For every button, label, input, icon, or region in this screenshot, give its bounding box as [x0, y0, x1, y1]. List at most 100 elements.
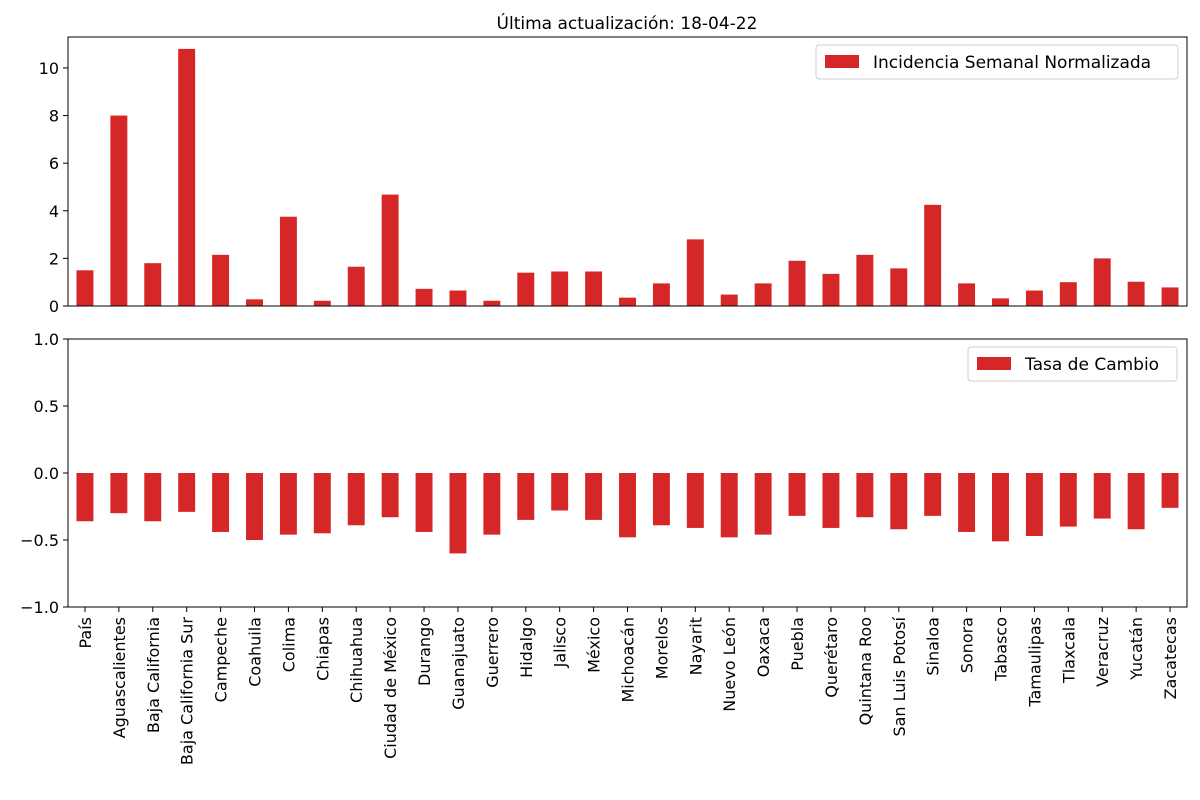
x-axis: País Aguascalientes Baja California Baja Ca… — [76, 607, 1180, 765]
top-bar — [551, 271, 569, 306]
top-bar — [1093, 258, 1111, 306]
top-bar — [76, 270, 94, 306]
bottom-bar — [686, 473, 704, 528]
x-tick-label: Durango — [415, 617, 434, 686]
top-bar — [720, 294, 738, 306]
bottom-legend-swatch — [977, 357, 1011, 370]
bottom-bar — [313, 473, 331, 534]
top-plot-frame — [67, 36, 1188, 307]
top-bar — [110, 115, 128, 306]
bottom-legend-box — [967, 346, 1178, 382]
bottom-bar — [449, 473, 467, 554]
top-bar — [1127, 281, 1145, 306]
x-tick-label: Chihuahua — [347, 617, 366, 703]
x-tick-label: Sonora — [958, 617, 977, 673]
bottom-bar — [347, 473, 365, 526]
top-bar — [992, 298, 1009, 306]
top-bar — [924, 204, 942, 306]
bottom-y-tick-label: 0.0 — [34, 464, 59, 483]
bottom-bar — [246, 473, 263, 540]
top-bars — [76, 48, 1179, 307]
x-tick-label: Yucatán — [1127, 617, 1146, 681]
top-bar — [144, 263, 162, 306]
bottom-bar — [992, 473, 1009, 542]
bottom-y-axis: −1.0 −0.5 0.0 0.5 1.0 — [20, 330, 68, 617]
x-tick-label: Sinaloa — [924, 617, 943, 676]
top-bar — [958, 283, 976, 306]
bottom-bar — [822, 473, 840, 528]
bottom-bar — [1161, 473, 1179, 508]
x-tick-label: Baja California — [144, 617, 163, 733]
bottom-bar — [76, 473, 94, 522]
x-tick-label: Colima — [279, 617, 298, 672]
x-tick-label: Quintana Roo — [856, 617, 875, 725]
top-legend: Incidencia Semanal Normalizada — [815, 44, 1179, 80]
bottom-bar — [1127, 473, 1145, 530]
top-bar — [1059, 282, 1077, 306]
x-tick-label: Hidalgo — [517, 617, 536, 678]
top-bar — [619, 297, 636, 306]
top-bar — [517, 272, 535, 306]
x-tick-label: Nuevo León — [720, 617, 739, 712]
bottom-y-tick-label: 1.0 — [34, 330, 59, 349]
top-y-tick-label: 4 — [49, 202, 59, 221]
top-bar — [178, 48, 196, 307]
x-tick-label: Querétaro — [822, 617, 841, 698]
top-bar — [788, 260, 806, 306]
bottom-bar — [890, 473, 908, 530]
bottom-bar — [279, 473, 297, 535]
top-y-axis: 0 2 4 6 8 10 — [39, 59, 68, 316]
bottom-bar — [720, 473, 738, 538]
top-bar — [449, 290, 467, 306]
top-bar — [212, 254, 230, 306]
top-bar — [822, 273, 840, 306]
bottom-legend-label: Tasa de Cambio — [1024, 355, 1159, 375]
bottom-legend: Tasa de Cambio — [967, 346, 1178, 382]
bottom-bar — [110, 473, 128, 514]
bottom-bar — [144, 473, 162, 522]
x-tick-label: México — [585, 617, 604, 673]
top-bar — [585, 271, 603, 306]
bottom-bar — [1093, 473, 1111, 519]
bottom-bar — [958, 473, 976, 532]
x-tick-label: Michoacán — [619, 617, 638, 703]
top-bar — [415, 288, 433, 306]
x-tick-label: Tabasco — [992, 617, 1011, 682]
x-tick-label: Morelos — [652, 617, 671, 679]
top-bar — [652, 283, 670, 306]
bottom-bar — [585, 473, 603, 520]
x-tick-label: Aguascalientes — [110, 617, 129, 738]
bottom-bar — [619, 473, 636, 538]
top-legend-label: Incidencia Semanal Normalizada — [873, 53, 1151, 73]
top-bar — [246, 299, 263, 306]
top-y-tick-label: 6 — [49, 154, 59, 173]
bottom-bar — [381, 473, 399, 518]
top-bar — [856, 254, 874, 306]
bottom-bar — [788, 473, 806, 516]
bottom-panel: −1.0 −0.5 0.0 0.5 1.0 Tasa de Cambio — [20, 330, 1188, 617]
top-bar — [381, 194, 399, 306]
top-panel: 0 2 4 6 8 10 Incidencia Semanal Normalizada — [39, 36, 1188, 316]
x-tick-label: Guerrero — [483, 617, 502, 688]
bottom-bar — [1059, 473, 1077, 527]
top-bar — [686, 239, 704, 306]
top-y-tick-label: 0 — [49, 297, 59, 316]
top-bar — [890, 268, 908, 306]
top-legend-box — [815, 44, 1179, 80]
top-bar — [754, 283, 772, 306]
bottom-y-tick-label: −0.5 — [20, 531, 59, 550]
bottom-bar — [178, 473, 196, 512]
x-tick-label: Chiapas — [313, 617, 332, 681]
x-tick-label: Jalisco — [551, 617, 570, 668]
x-tick-label: Oaxaca — [754, 617, 773, 677]
top-y-tick-label: 8 — [49, 107, 59, 126]
x-tick-label: Nayarit — [686, 617, 705, 675]
x-tick-label: Puebla — [788, 617, 807, 671]
bottom-y-tick-label: −1.0 — [20, 598, 59, 617]
bottom-bar — [551, 473, 569, 511]
x-tick-label: Tlaxcala — [1059, 617, 1078, 684]
x-tick-label: País — [76, 617, 95, 649]
top-bar — [483, 300, 501, 306]
bottom-bar — [754, 473, 772, 535]
bottom-bars — [76, 473, 1179, 554]
